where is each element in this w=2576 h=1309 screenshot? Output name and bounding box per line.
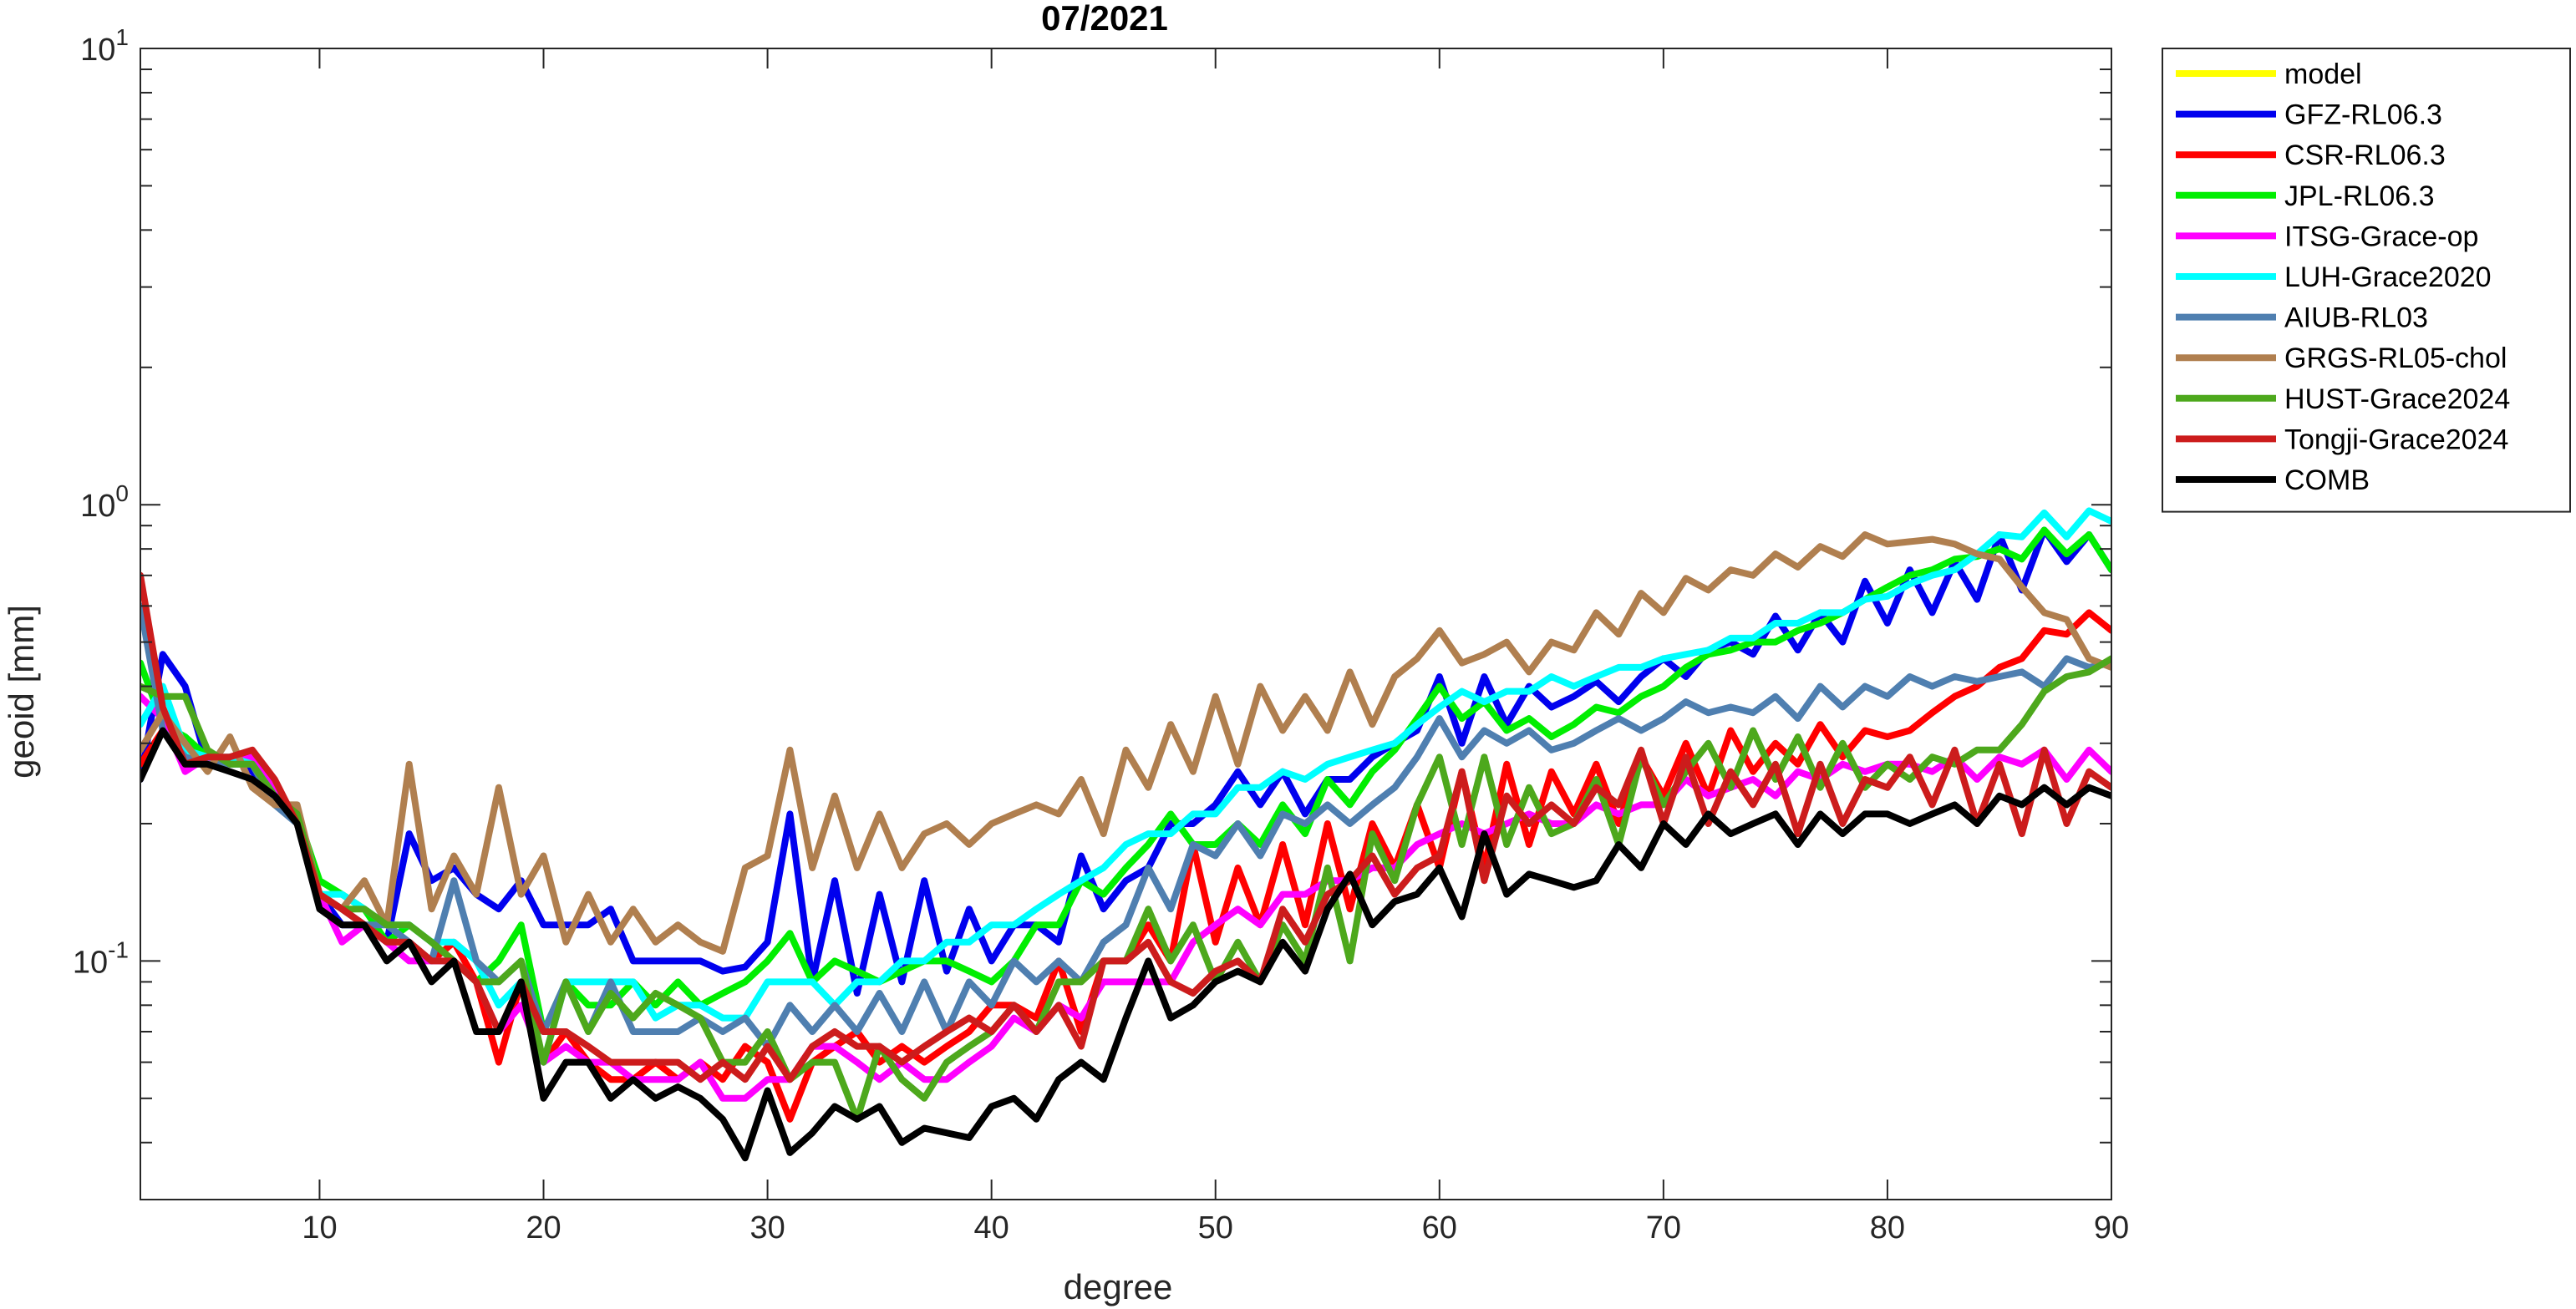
- chart-title: 07/2021: [1041, 0, 1168, 38]
- legend-box: [2162, 48, 2571, 513]
- legend-entry: model: [2284, 58, 2362, 90]
- x-tick-label: 10: [302, 1210, 337, 1246]
- x-tick-label: 20: [526, 1210, 561, 1246]
- legend-entry: COMB: [2284, 464, 2370, 496]
- x-tick-label: 60: [1422, 1210, 1457, 1246]
- legend-entry: ITSG-Grace-op: [2284, 221, 2478, 252]
- legend-entry: CSR-RL06.3: [2284, 140, 2446, 171]
- y-axis-label: geoid [mm]: [2, 605, 41, 779]
- x-tick-label: 30: [749, 1210, 785, 1246]
- series-line-luh-grace2020: [140, 507, 2111, 1066]
- x-axis-label: degree: [1064, 1267, 1173, 1306]
- y-tick-label: 100: [80, 480, 129, 524]
- x-tick-label: 70: [1646, 1210, 1681, 1246]
- x-tick-label: 80: [1870, 1210, 1905, 1246]
- series-line-tongji-grace2024: [140, 571, 2111, 1083]
- legend-entry: AIUB-RL03: [2284, 302, 2428, 334]
- legend-entry: HUST-Grace2024: [2284, 383, 2510, 415]
- x-tick-label: 90: [2094, 1210, 2129, 1246]
- y-tick-label: 101: [80, 24, 129, 68]
- x-tick-label: 40: [974, 1210, 1009, 1246]
- plot-area: 10 20 30 40 50 60 70 80 90 10-1 100 101: [73, 24, 2129, 1246]
- legend: model GFZ-RL06.3 CSR-RL06.3 JPL-RL06.3 ITSG-…: [2162, 48, 2571, 513]
- series-line-comb: [140, 727, 2111, 1162]
- series-line-aiub-rl03: [140, 602, 2111, 1050]
- legend-entry: LUH-Grace2020: [2284, 261, 2492, 293]
- series-line-grgs-rl05-chol: [140, 531, 2111, 955]
- legend-entry: GRGS-RL05-chol: [2284, 342, 2507, 374]
- x-tick-label: 50: [1198, 1210, 1233, 1246]
- legend-entry: GFZ-RL06.3: [2284, 99, 2442, 131]
- legend-entry: JPL-RL06.3: [2284, 180, 2435, 212]
- axes-box: [140, 48, 2112, 1200]
- legend-entry: Tongji-Grace2024: [2284, 424, 2508, 455]
- y-tick-label: 10-1: [73, 936, 129, 980]
- series-group: [140, 507, 2111, 1162]
